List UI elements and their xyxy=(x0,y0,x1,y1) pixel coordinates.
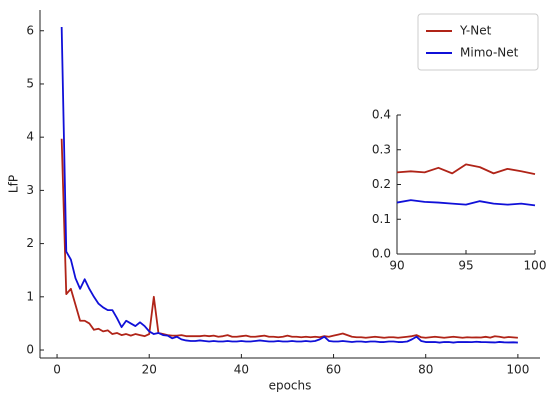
legend-label: Y-Net xyxy=(459,24,492,38)
y-tick-label: 1 xyxy=(26,289,34,303)
series-line xyxy=(396,163,536,175)
y-axis-label: LfP xyxy=(7,175,21,193)
y-tick-label: 0.0 xyxy=(372,247,391,261)
y-tick-label: 2 xyxy=(26,236,34,250)
series-line xyxy=(396,199,536,207)
x-tick-label: 100 xyxy=(506,363,529,377)
y-tick-label: 0.2 xyxy=(372,177,391,191)
x-tick-label: 90 xyxy=(389,259,404,273)
y-tick-label: 3 xyxy=(26,183,34,197)
y-tick-label: 0.4 xyxy=(372,108,391,122)
x-tick-label: 100 xyxy=(524,259,547,273)
y-tick-label: 0.3 xyxy=(372,142,391,156)
x-tick-label: 0 xyxy=(53,363,61,377)
y-tick-label: 6 xyxy=(26,23,34,37)
x-tick-label: 60 xyxy=(326,363,341,377)
x-tick-label: 80 xyxy=(418,363,433,377)
legend-label: Mimo-Net xyxy=(460,46,519,60)
x-tick-label: 20 xyxy=(142,363,157,377)
series-line xyxy=(60,138,518,339)
legend-box xyxy=(417,13,539,71)
y-tick-label: 4 xyxy=(26,130,34,144)
x-axis-label: epochs xyxy=(269,379,312,393)
x-tick-label: 40 xyxy=(234,363,249,377)
x-tick-label: 95 xyxy=(458,259,473,273)
series-line xyxy=(60,27,518,344)
y-tick-label: 0.1 xyxy=(372,212,391,226)
y-tick-label: 0 xyxy=(26,343,34,357)
y-tick-label: 5 xyxy=(26,76,34,90)
